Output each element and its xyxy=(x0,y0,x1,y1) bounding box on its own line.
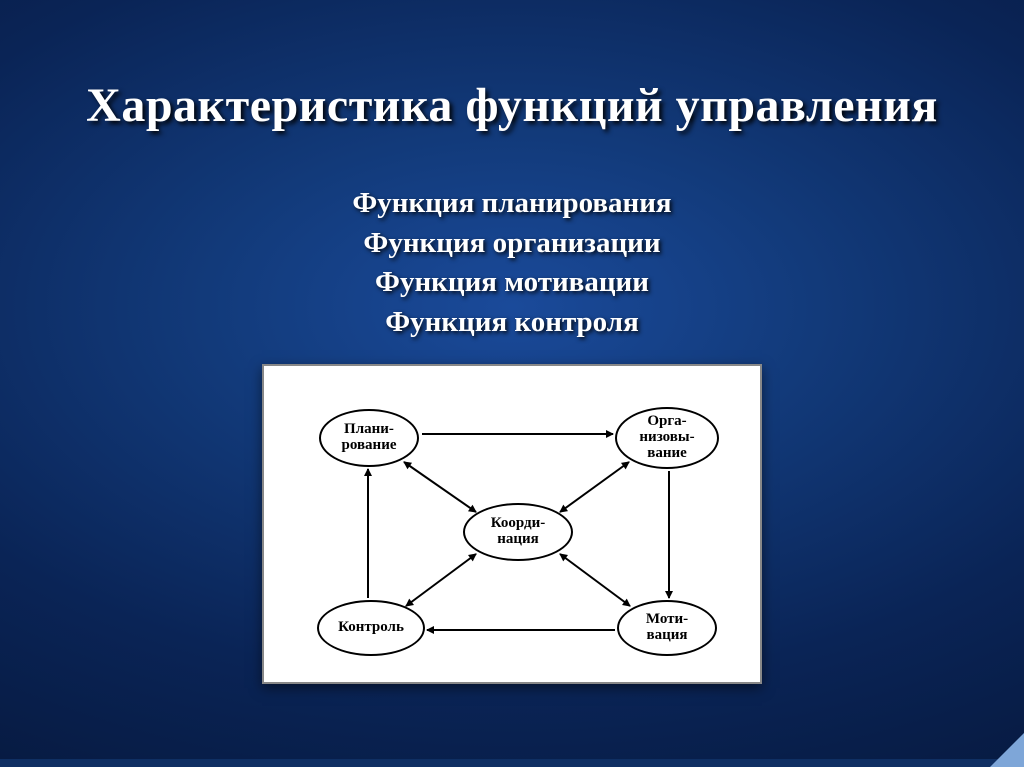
diagram-edge xyxy=(560,462,629,512)
diagram-container: Плани- рование Орга- низовы- вание Коорди-… xyxy=(262,364,762,684)
function-item: Функция мотивации xyxy=(0,264,1024,302)
corner-fold-icon xyxy=(990,733,1024,767)
function-item: Функция организации xyxy=(0,225,1024,263)
diagram-node-plan: Плани- рование xyxy=(319,409,419,467)
diagram-edge xyxy=(404,462,476,512)
footer-accent-bar xyxy=(0,759,1024,767)
function-item: Функция контроля xyxy=(0,304,1024,342)
diagram-edge xyxy=(560,554,630,606)
function-item: Функция планирования xyxy=(0,185,1024,223)
diagram-node-org: Орга- низовы- вание xyxy=(615,407,719,469)
diagram-edge xyxy=(406,554,476,606)
function-list: Функция планирования Функция организации… xyxy=(0,185,1024,342)
diagram-node-ctrl: Контроль xyxy=(317,600,425,656)
diagram-node-motiv: Моти- вация xyxy=(617,600,717,656)
diagram-node-coord: Коорди- нация xyxy=(463,503,573,561)
slide-title: Характеристика функций управления xyxy=(0,0,1024,133)
